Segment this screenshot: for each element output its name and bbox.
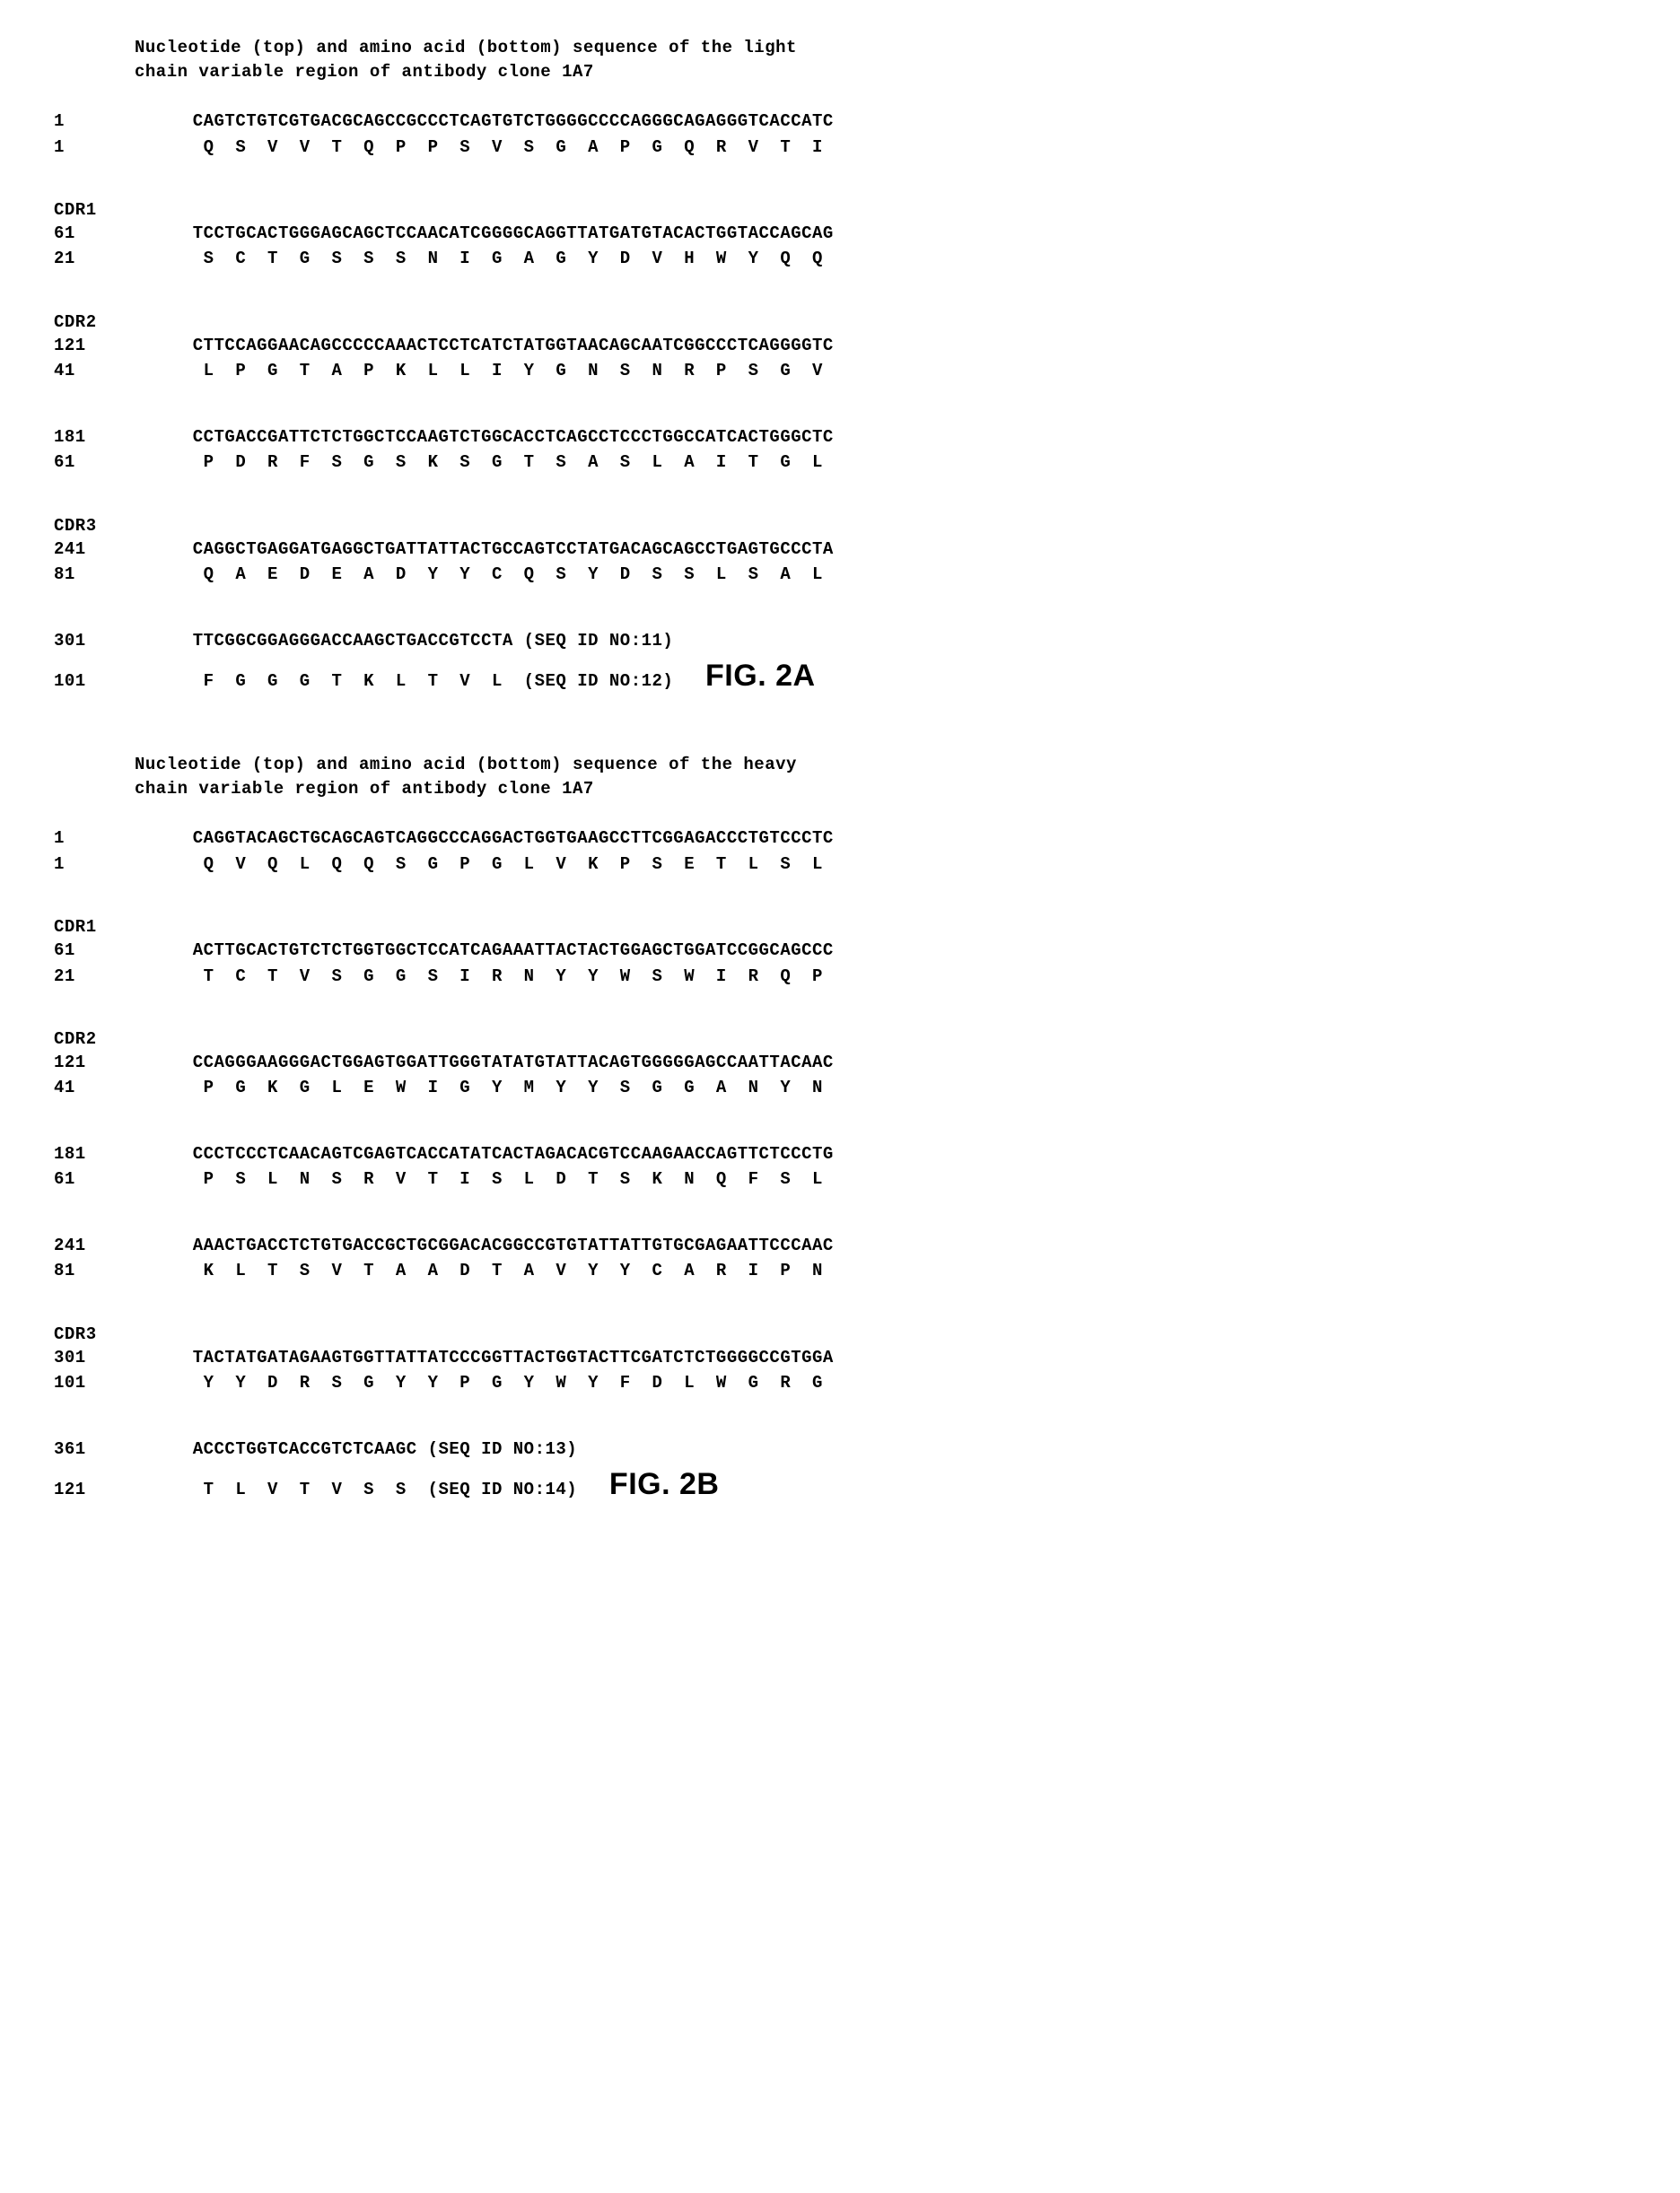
aminoacid-line: 21 T C T V S G G S I R N Y Y W S W I R Q… [54, 966, 823, 986]
nucleotide-line: 61 TCCTGCACTGGGAGCAGCTCCAACATCGGGGCAGGTT… [54, 223, 834, 243]
nucleotide-line: 241 AAACTGACCTCTGTGACCGCTGCGGACACGGCCGTG… [54, 1236, 834, 1255]
figure-label: FIG. 2B [609, 1467, 720, 1501]
aminoacid-line: 101 Y Y D R S G Y Y P G Y W Y F D L W G … [54, 1373, 823, 1393]
nucleotide-line: 121 CCAGGGAAGGGACTGGAGTGGATTGGGTATATGTAT… [54, 1053, 834, 1072]
aminoacid-line: 41 P G K G L E W I G Y M Y Y S G G A N Y… [54, 1078, 823, 1097]
sequence-block: 121 CCAGGGAAGGGACTGGAGTGGATTGGGTATATGTAT… [54, 1050, 1626, 1101]
aminoacid-line: 41 L P G T A P K L L I Y G N S N R P S G… [54, 361, 823, 380]
sequence-block: 61 ACTTGCACTGTCTCTGGTGGCTCCATCAGAAATTACT… [54, 938, 1626, 989]
aminoacid-line: 121 T L V T V S S (SEQ ID NO:14) [54, 1480, 577, 1499]
cdr-label: CDR1 [54, 917, 1626, 938]
aminoacid-line: 81 K L T S V T A A D T A V Y Y C A R I P… [54, 1261, 823, 1280]
heavy-chain-title: Nucleotide (top) and amino acid (bottom)… [135, 753, 1626, 800]
figure-label: FIG. 2A [705, 659, 816, 693]
cdr-label: CDR3 [54, 516, 1626, 537]
nucleotide-line: 181 CCTGACCGATTCTCTGGCTCCAAGTCTGGCACCTCA… [54, 427, 834, 447]
title-line2-a: chain variable region of antibody clone … [135, 62, 594, 82]
nucleotide-line: 241 CAGGCTGAGGATGAGGCTGATTATTACTGCCAGTCC… [54, 539, 834, 559]
aminoacid-line: 81 Q A E D E A D Y Y C Q S Y D S S L S A… [54, 564, 823, 584]
sequence-block: 1 CAGGTACAGCTGCAGCAGTCAGGCCCAGGACTGGTGAA… [54, 826, 1626, 877]
aminoacid-line: 61 P D R F S G S K S G T S A S L A I T G… [54, 452, 823, 472]
nucleotide-line: 61 ACTTGCACTGTCTCTGGTGGCTCCATCAGAAATTACT… [54, 940, 834, 960]
aminoacid-line: 61 P S L N S R V T I S L D T S K N Q F S… [54, 1169, 823, 1189]
aminoacid-line: 101 F G G G T K L T V L (SEQ ID NO:12) [54, 671, 673, 691]
aminoacid-line: 1 Q V Q L Q Q S G P G L V K P S E T L S … [54, 854, 823, 874]
sequence-block: 181 CCTGACCGATTCTCTGGCTCCAAGTCTGGCACCTCA… [54, 424, 1626, 476]
light-chain-sequence-blocks: 1 CAGTCTGTCGTGACGCAGCCGCCCTCAGTGTCTGGGGC… [54, 109, 1626, 699]
sequence-block: 1 CAGTCTGTCGTGACGCAGCCGCCCTCAGTGTCTGGGGC… [54, 109, 1626, 160]
sequence-block: 241 CAGGCTGAGGATGAGGCTGATTATTACTGCCAGTCC… [54, 537, 1626, 588]
nucleotide-line: 301 TTCGGCGGAGGGACCAAGCTGACCGTCCTA (SEQ … [54, 631, 673, 651]
nucleotide-line: 1 CAGTCTGTCGTGACGCAGCCGCCCTCAGTGTCTGGGGC… [54, 111, 834, 131]
heavy-chain-sequence-blocks: 1 CAGGTACAGCTGCAGCAGTCAGGCCCAGGACTGGTGAA… [54, 826, 1626, 1507]
cdr-label: CDR3 [54, 1324, 1626, 1345]
sequence-block: 61 TCCTGCACTGGGAGCAGCTCCAACATCGGGGCAGGTT… [54, 221, 1626, 272]
nucleotide-line: 181 CCCTCCCTCAACAGTCGAGTCACCATATCACTAGAC… [54, 1144, 834, 1164]
sequence-block: 301 TACTATGATAGAAGTGGTTATTATCCCGGTTACTGG… [54, 1345, 1626, 1396]
cdr-label: CDR1 [54, 200, 1626, 221]
cdr-label: CDR2 [54, 1029, 1626, 1050]
nucleotide-line: 1 CAGGTACAGCTGCAGCAGTCAGGCCCAGGACTGGTGAA… [54, 828, 834, 848]
title-line2-b: chain variable region of antibody clone … [135, 779, 594, 799]
nucleotide-line: 301 TACTATGATAGAAGTGGTTATTATCCCGGTTACTGG… [54, 1348, 834, 1367]
sequence-block: 361 ACCCTGGTCACCGTCTCAAGC (SEQ ID NO:13)… [54, 1437, 1626, 1508]
nucleotide-line: 121 CTTCCAGGAACAGCCCCCAAACTCCTCATCTATGGT… [54, 336, 834, 355]
aminoacid-line: 21 S C T G S S S N I G A G Y D V H W Y Q… [54, 249, 823, 268]
sequence-block: 301 TTCGGCGGAGGGACCAAGCTGACCGTCCTA (SEQ … [54, 628, 1626, 700]
sequence-block: 121 CTTCCAGGAACAGCCCCCAAACTCCTCATCTATGGT… [54, 333, 1626, 384]
nucleotide-line: 361 ACCCTGGTCACCGTCTCAAGC (SEQ ID NO:13) [54, 1439, 577, 1459]
sequence-block: 241 AAACTGACCTCTGTGACCGCTGCGGACACGGCCGTG… [54, 1233, 1626, 1284]
title-line1-b: Nucleotide (top) and amino acid (bottom)… [135, 755, 797, 774]
title-line1-a: Nucleotide (top) and amino acid (bottom)… [135, 38, 797, 57]
aminoacid-line: 1 Q S V V T Q P P S V S G A P G Q R V T … [54, 137, 823, 157]
cdr-label: CDR2 [54, 312, 1626, 333]
sequence-block: 181 CCCTCCCTCAACAGTCGAGTCACCATATCACTAGAC… [54, 1141, 1626, 1193]
light-chain-title: Nucleotide (top) and amino acid (bottom)… [135, 36, 1626, 83]
